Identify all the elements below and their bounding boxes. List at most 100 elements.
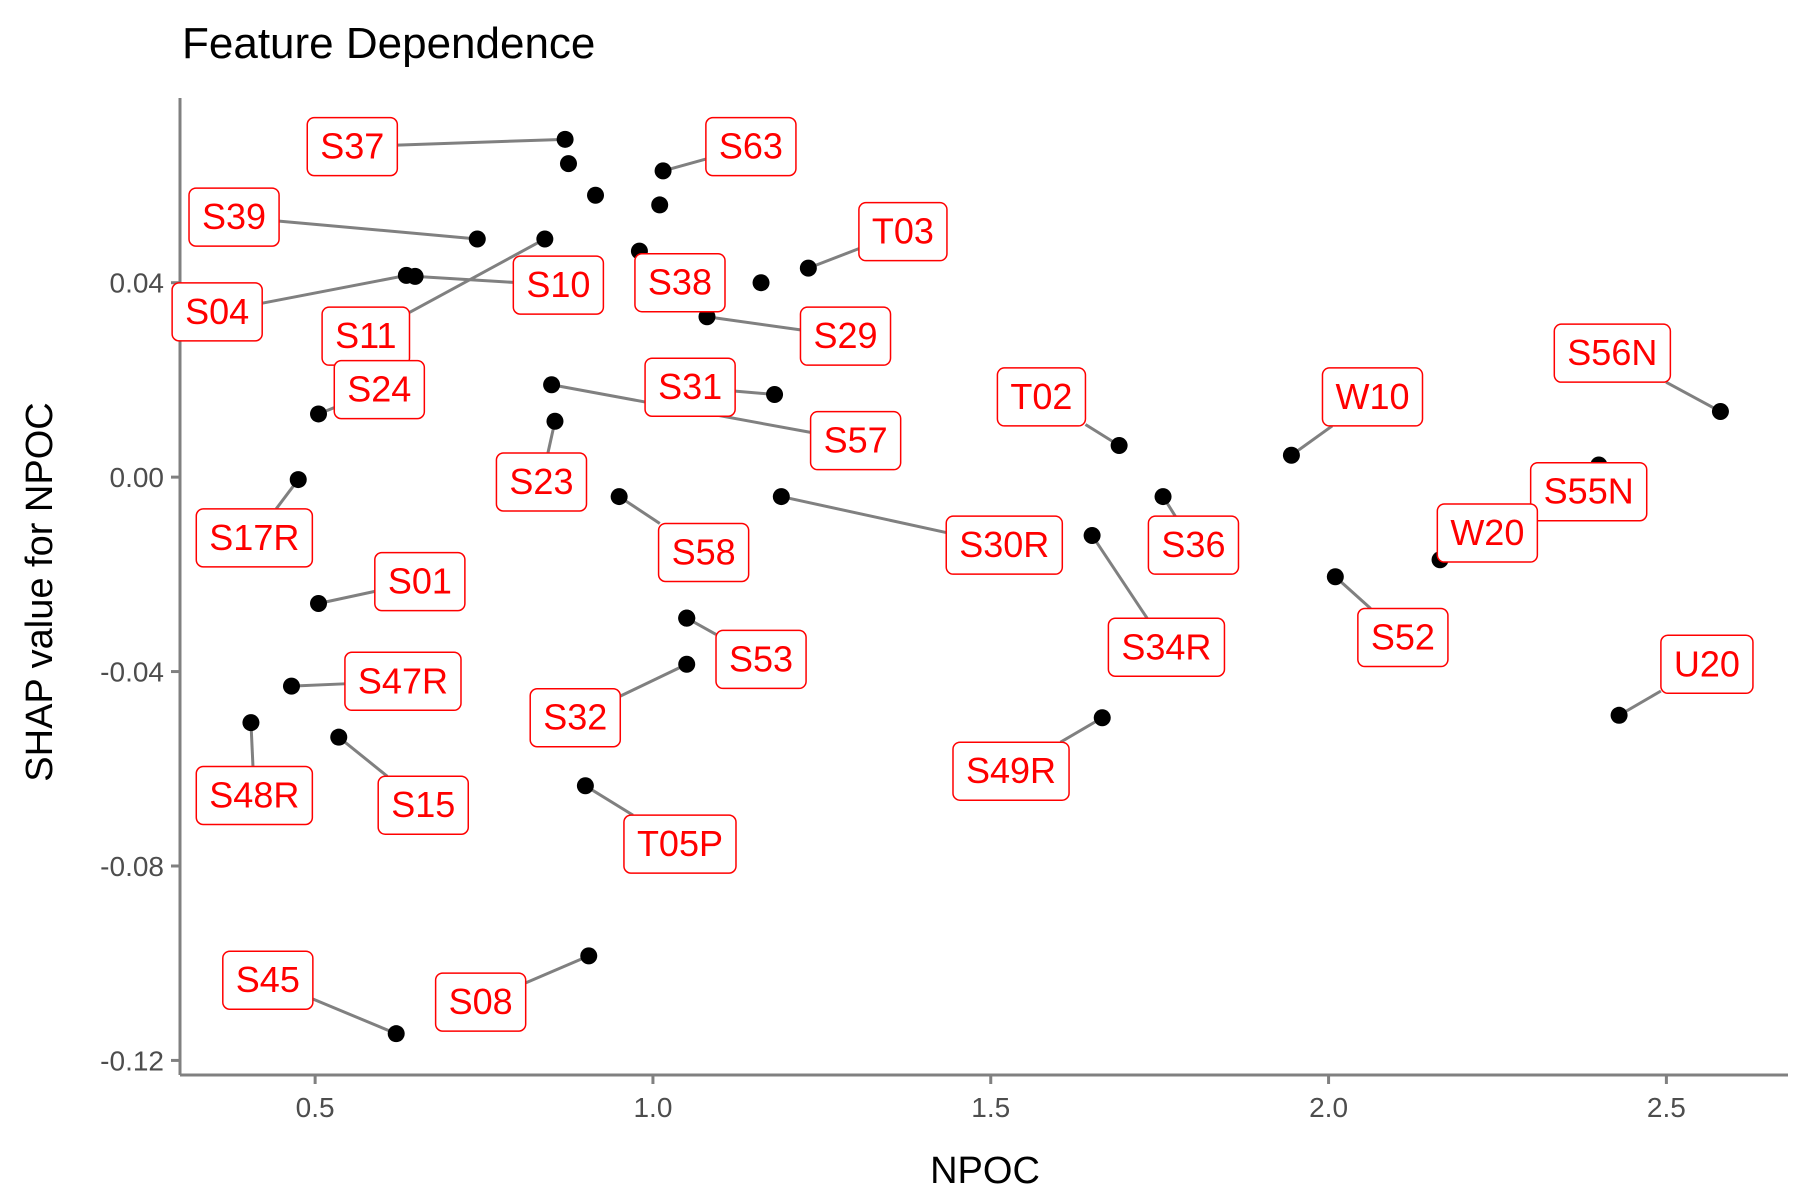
y-tick-label: -0.12 xyxy=(100,1045,164,1076)
data-point xyxy=(468,230,486,248)
point-label-text: S39 xyxy=(202,196,266,237)
point-label: S53 xyxy=(715,629,807,690)
point-label-box xyxy=(344,651,462,712)
point-label-box xyxy=(715,629,807,690)
leader-line xyxy=(312,997,397,1036)
point-label: S47R xyxy=(344,651,462,712)
point-label: S57 xyxy=(809,410,902,471)
data-point xyxy=(678,609,696,627)
leader-lines xyxy=(249,137,1722,1036)
y-tick-label: 0.04 xyxy=(110,268,165,299)
point-label: S37 xyxy=(306,116,399,177)
data-point xyxy=(1610,706,1628,724)
point-label: W10 xyxy=(1321,367,1424,427)
point-label-box xyxy=(945,515,1064,575)
point-label: S52 xyxy=(1357,607,1449,668)
point-label-box xyxy=(195,508,314,568)
point-label-text: S04 xyxy=(185,291,249,332)
point-label-text: S01 xyxy=(388,561,452,602)
x-tick-label: 1.0 xyxy=(633,1092,672,1123)
point-label-box xyxy=(1660,634,1754,695)
point-label: S30R xyxy=(945,515,1064,575)
point-label: S15 xyxy=(377,775,470,835)
data-point xyxy=(651,196,669,214)
point-label-text: T02 xyxy=(1010,376,1072,417)
point-label: S34R xyxy=(1107,617,1226,678)
point-label-box xyxy=(1553,323,1672,383)
data-point xyxy=(242,714,260,732)
x-tick-label: 2.5 xyxy=(1647,1092,1686,1123)
point-label-text: S15 xyxy=(391,784,455,825)
point-label: S29 xyxy=(799,306,892,366)
point-label: S17R xyxy=(195,508,314,568)
point-label: S24 xyxy=(333,359,426,420)
data-point xyxy=(678,655,696,673)
data-point xyxy=(406,267,424,285)
point-label: T05P xyxy=(623,814,737,874)
data-point xyxy=(1110,437,1128,455)
point-label-text: S31 xyxy=(658,366,722,407)
data-point xyxy=(282,677,300,695)
leader-line xyxy=(584,784,634,817)
point-label-box xyxy=(1529,461,1648,522)
point-label-box xyxy=(512,255,605,315)
data-point xyxy=(1154,488,1172,506)
point-label-text: S63 xyxy=(719,126,783,167)
point-label-text: S17R xyxy=(209,517,299,558)
leader-line xyxy=(397,137,566,147)
data-point xyxy=(698,308,716,326)
point-label-text: S08 xyxy=(449,981,513,1022)
point-label: S38 xyxy=(634,252,726,313)
leader-line xyxy=(337,736,389,778)
data-point xyxy=(387,1025,405,1043)
point-label-box xyxy=(657,522,750,583)
point-label-text: S29 xyxy=(813,315,877,356)
point-label: S32 xyxy=(529,687,622,748)
leader-line xyxy=(261,273,407,305)
point-labels: S37 S63 S39 T03 S04 S10 S38 S29 S11 S24 S31 T02 W10 S… xyxy=(171,116,1754,1032)
y-tick-label: -0.08 xyxy=(100,851,164,882)
point-label-box xyxy=(1321,367,1424,427)
point-label-text: S24 xyxy=(347,369,411,410)
point-label: S55N xyxy=(1529,461,1648,522)
point-label: S49R xyxy=(952,741,1070,801)
point-label-text: U20 xyxy=(1674,643,1740,684)
data-point xyxy=(580,947,598,965)
point-label: S36 xyxy=(1147,515,1240,575)
point-label-text: S10 xyxy=(526,264,590,305)
data-point xyxy=(1093,709,1111,727)
leader-line xyxy=(780,495,947,534)
data-point xyxy=(330,728,348,746)
data-point xyxy=(546,412,564,430)
leader-line xyxy=(291,682,345,688)
point-label: U20 xyxy=(1660,634,1754,695)
data-point xyxy=(1326,568,1344,586)
x-axis-title: NPOC xyxy=(930,1150,1040,1192)
point-label: S31 xyxy=(644,357,736,417)
data-point xyxy=(576,777,594,795)
point-label-text: S23 xyxy=(509,461,573,502)
point-label: T03 xyxy=(858,201,948,262)
y-axis-title: SHAP value for NPOC xyxy=(19,402,61,781)
point-label-text: S36 xyxy=(1161,524,1225,565)
point-label-box xyxy=(374,551,466,612)
point-label-text: S58 xyxy=(672,531,736,572)
point-label-box xyxy=(1436,503,1539,563)
point-label-box xyxy=(1357,607,1449,668)
data-point xyxy=(1282,446,1300,464)
point-label-box xyxy=(858,201,948,262)
point-label-box xyxy=(705,116,797,177)
point-label: S56N xyxy=(1553,323,1672,383)
point-label: S58 xyxy=(657,522,750,583)
data-point xyxy=(752,274,770,292)
leader-line xyxy=(408,237,546,314)
x-tick-label: 1.5 xyxy=(971,1092,1010,1123)
point-label: S10 xyxy=(512,255,605,315)
point-label-text: S53 xyxy=(729,638,793,679)
y-tick-label: -0.04 xyxy=(100,657,164,688)
point-label-box xyxy=(529,687,622,748)
leader-line xyxy=(1665,380,1722,413)
point-label-box xyxy=(195,765,314,826)
leader-line xyxy=(318,589,376,605)
